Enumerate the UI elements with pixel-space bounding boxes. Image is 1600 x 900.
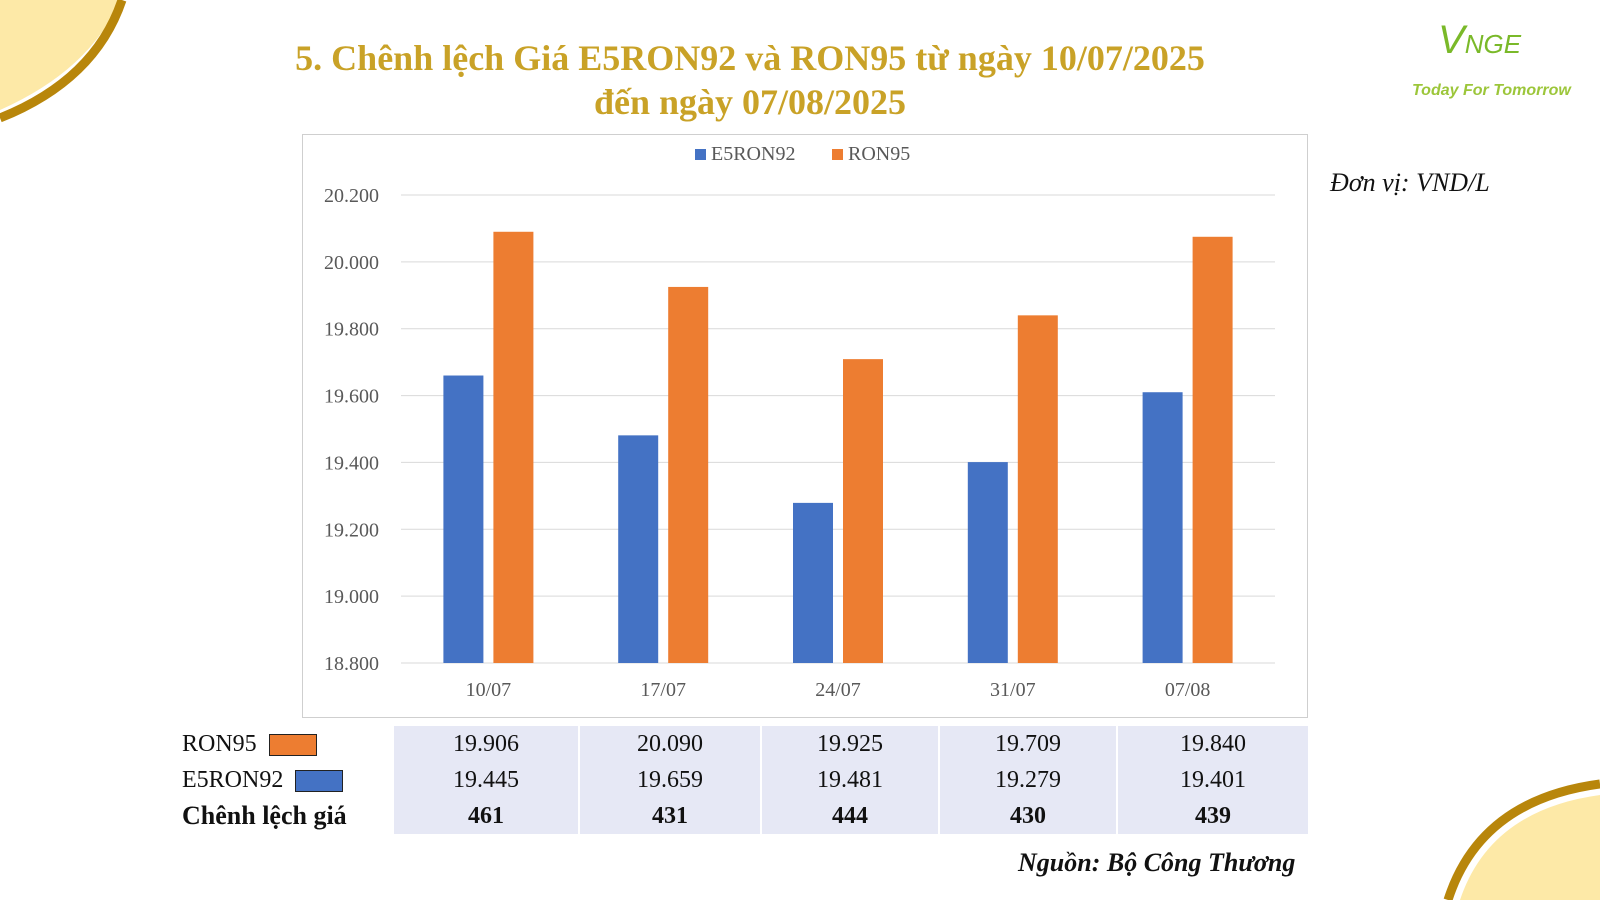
x-tick-label: 24/07	[815, 679, 861, 701]
slide-title-line-1: 5. Chênh lệch Giá E5RON92 và RON95 từ ng…	[295, 38, 1205, 78]
table-cell: 19.840	[1118, 726, 1308, 762]
vnge-logo: VNGE Today For Tomorrow	[1400, 18, 1590, 108]
slide-title-line-2: đến ngày 07/08/2025	[593, 82, 907, 122]
table-row: Chênh lệch giá 461 431 444 430 439	[182, 798, 1308, 834]
data-table: RON95 19.906 20.090 19.925 19.709 19.840 E5RON…	[180, 726, 1310, 834]
table-cell: 19.709	[940, 726, 1116, 762]
y-tick-label: 20.000	[324, 252, 379, 274]
row-label: E5RON92	[182, 762, 392, 798]
logo-mark: VNGE	[1438, 18, 1522, 62]
x-tick-label: 07/08	[1165, 679, 1211, 701]
table-cell: 19.906	[394, 726, 578, 762]
corner-decoration-bottom-right	[1443, 779, 1600, 900]
logo-tagline: Today For Tomorrow	[1412, 82, 1571, 99]
x-tick-label: 31/07	[990, 679, 1036, 701]
y-tick-label: 18.800	[324, 653, 379, 675]
x-tick-label: 17/07	[640, 679, 686, 701]
table-cell: 19.481	[762, 762, 938, 798]
legend-key-swatch	[268, 733, 317, 756]
bar-ron95-07-08	[1192, 236, 1233, 663]
table-cell: 444	[762, 798, 938, 834]
bar-ron95-24-07	[843, 359, 883, 663]
row-label: RON95	[182, 726, 392, 762]
bar-chart: 18.800 19.000 19.200 19.400 19.600 19.800 20.0…	[324, 143, 1275, 701]
bar-e5ron92-07-08	[1142, 392, 1183, 663]
bar-e5ron92-24-07	[793, 502, 833, 663]
table-cell: 20.090	[580, 726, 760, 762]
table-cell: 19.925	[762, 726, 938, 762]
table-cell: 19.445	[394, 762, 578, 798]
row-label: Chênh lệch giá	[182, 801, 347, 830]
y-tick-label: 19.000	[324, 586, 379, 608]
table-cell: 431	[580, 798, 760, 834]
bar-ron95-31-07	[1017, 315, 1058, 663]
table-cell: 19.279	[940, 762, 1116, 798]
y-tick-label: 19.400	[324, 452, 379, 474]
legend-label-e5ron92: E5RON92	[711, 143, 795, 165]
y-tick-label: 19.600	[324, 386, 379, 408]
y-tick-label: 19.800	[324, 319, 379, 341]
unit-label: Đơn vị: VND/L	[1330, 168, 1490, 197]
legend-key-swatch	[295, 769, 344, 792]
bar-e5ron92-10-07	[443, 375, 484, 663]
y-tick-label: 20.200	[324, 185, 379, 207]
bar-ron95-10-07	[493, 231, 534, 663]
chart-frame: 18.800 19.000 19.200 19.400 19.600 19.800 20.0…	[302, 134, 1308, 718]
x-tick-label: 10/07	[466, 679, 512, 701]
source-note: Nguồn: Bộ Công Thương	[1018, 848, 1296, 877]
corner-decoration-top-left	[0, 0, 127, 123]
table-cell: 439	[1118, 798, 1308, 834]
table-row: RON95 19.906 20.090 19.925 19.709 19.840	[182, 726, 1308, 762]
y-tick-label: 19.200	[324, 519, 379, 541]
legend-label-ron95: RON95	[848, 143, 910, 165]
legend-swatch-ron95	[832, 149, 843, 160]
table-cell: 19.401	[1118, 762, 1308, 798]
table-cell: 430	[940, 798, 1116, 834]
table-cell: 461	[394, 798, 578, 834]
table-row: E5RON92 19.445 19.659 19.481 19.279 19.401	[182, 762, 1308, 798]
legend-swatch-e5ron92	[695, 149, 706, 160]
bar-ron95-17-07	[668, 286, 709, 663]
bar-e5ron92-31-07	[967, 462, 1008, 663]
bar-e5ron92-17-07	[618, 435, 659, 663]
slide-title: 5. Chênh lệch Giá E5RON92 và RON95 từ ng…	[250, 36, 1250, 124]
table-cell: 19.659	[580, 762, 760, 798]
